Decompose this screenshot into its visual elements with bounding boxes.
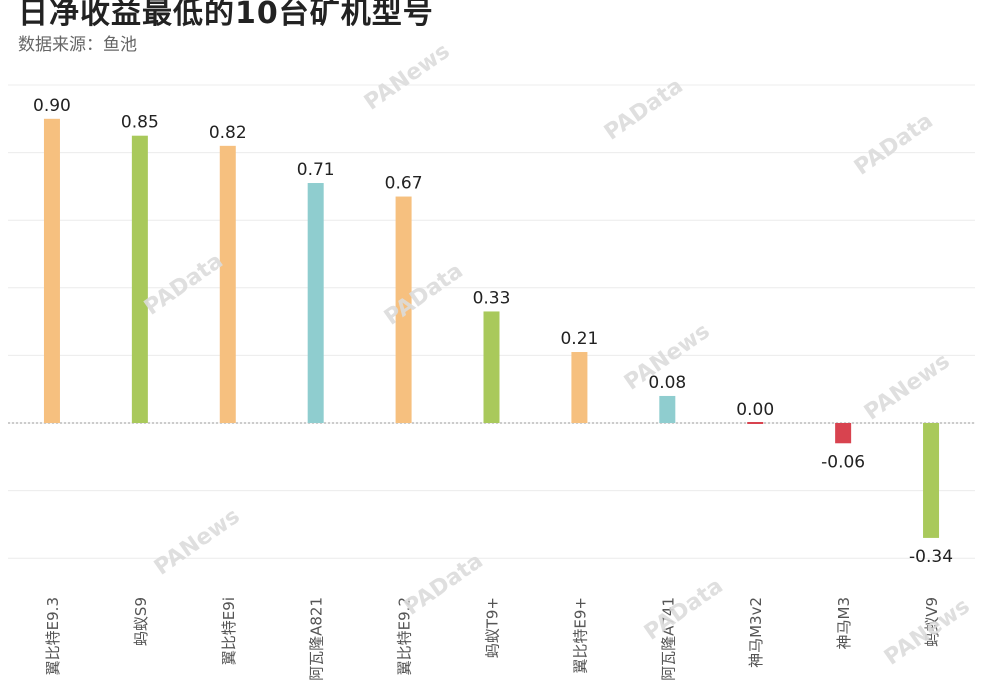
category-label: 蚂蚁T9+: [484, 597, 502, 658]
data-label: 0.85: [121, 113, 159, 133]
data-label: 0.00: [736, 400, 774, 420]
bar: [659, 395, 676, 423]
bar: [395, 196, 412, 423]
category-label: 蚂蚁V9: [923, 597, 941, 647]
category-label: 翼比特E9.3: [44, 597, 62, 675]
category-label: 神马M3v2: [747, 597, 765, 668]
bar: [43, 118, 60, 424]
data-label: 0.67: [385, 174, 423, 194]
bar: [131, 135, 148, 423]
category-label: 翼比特E9+: [571, 597, 589, 674]
chart-title: 日净收益最低的10台矿机型号: [18, 0, 434, 31]
category-label: 翼比特E9.2: [396, 597, 414, 675]
data-label: 0.90: [33, 96, 71, 116]
category-label: 蚂蚁S9: [132, 597, 150, 646]
category-label: 阿瓦隆A741: [659, 597, 677, 681]
data-label: 0.82: [209, 123, 247, 143]
data-label: -0.34: [909, 547, 953, 567]
category-label: 神马M3: [835, 597, 853, 650]
bar: [483, 311, 500, 423]
bar: [747, 422, 764, 424]
category-label: 翼比特E9i: [220, 597, 238, 665]
data-source: 数据来源：鱼池: [18, 35, 137, 55]
data-label: 0.08: [648, 373, 686, 393]
bar: [571, 352, 588, 423]
data-label: 0.33: [473, 288, 511, 308]
data-label: 0.71: [297, 160, 335, 180]
bar: [219, 145, 236, 423]
data-label: -0.06: [821, 452, 865, 472]
bar: [307, 183, 324, 423]
bar: [835, 423, 852, 444]
bar: [923, 423, 940, 538]
data-label: 0.21: [560, 329, 598, 349]
category-label: 阿瓦隆A821: [308, 597, 326, 681]
